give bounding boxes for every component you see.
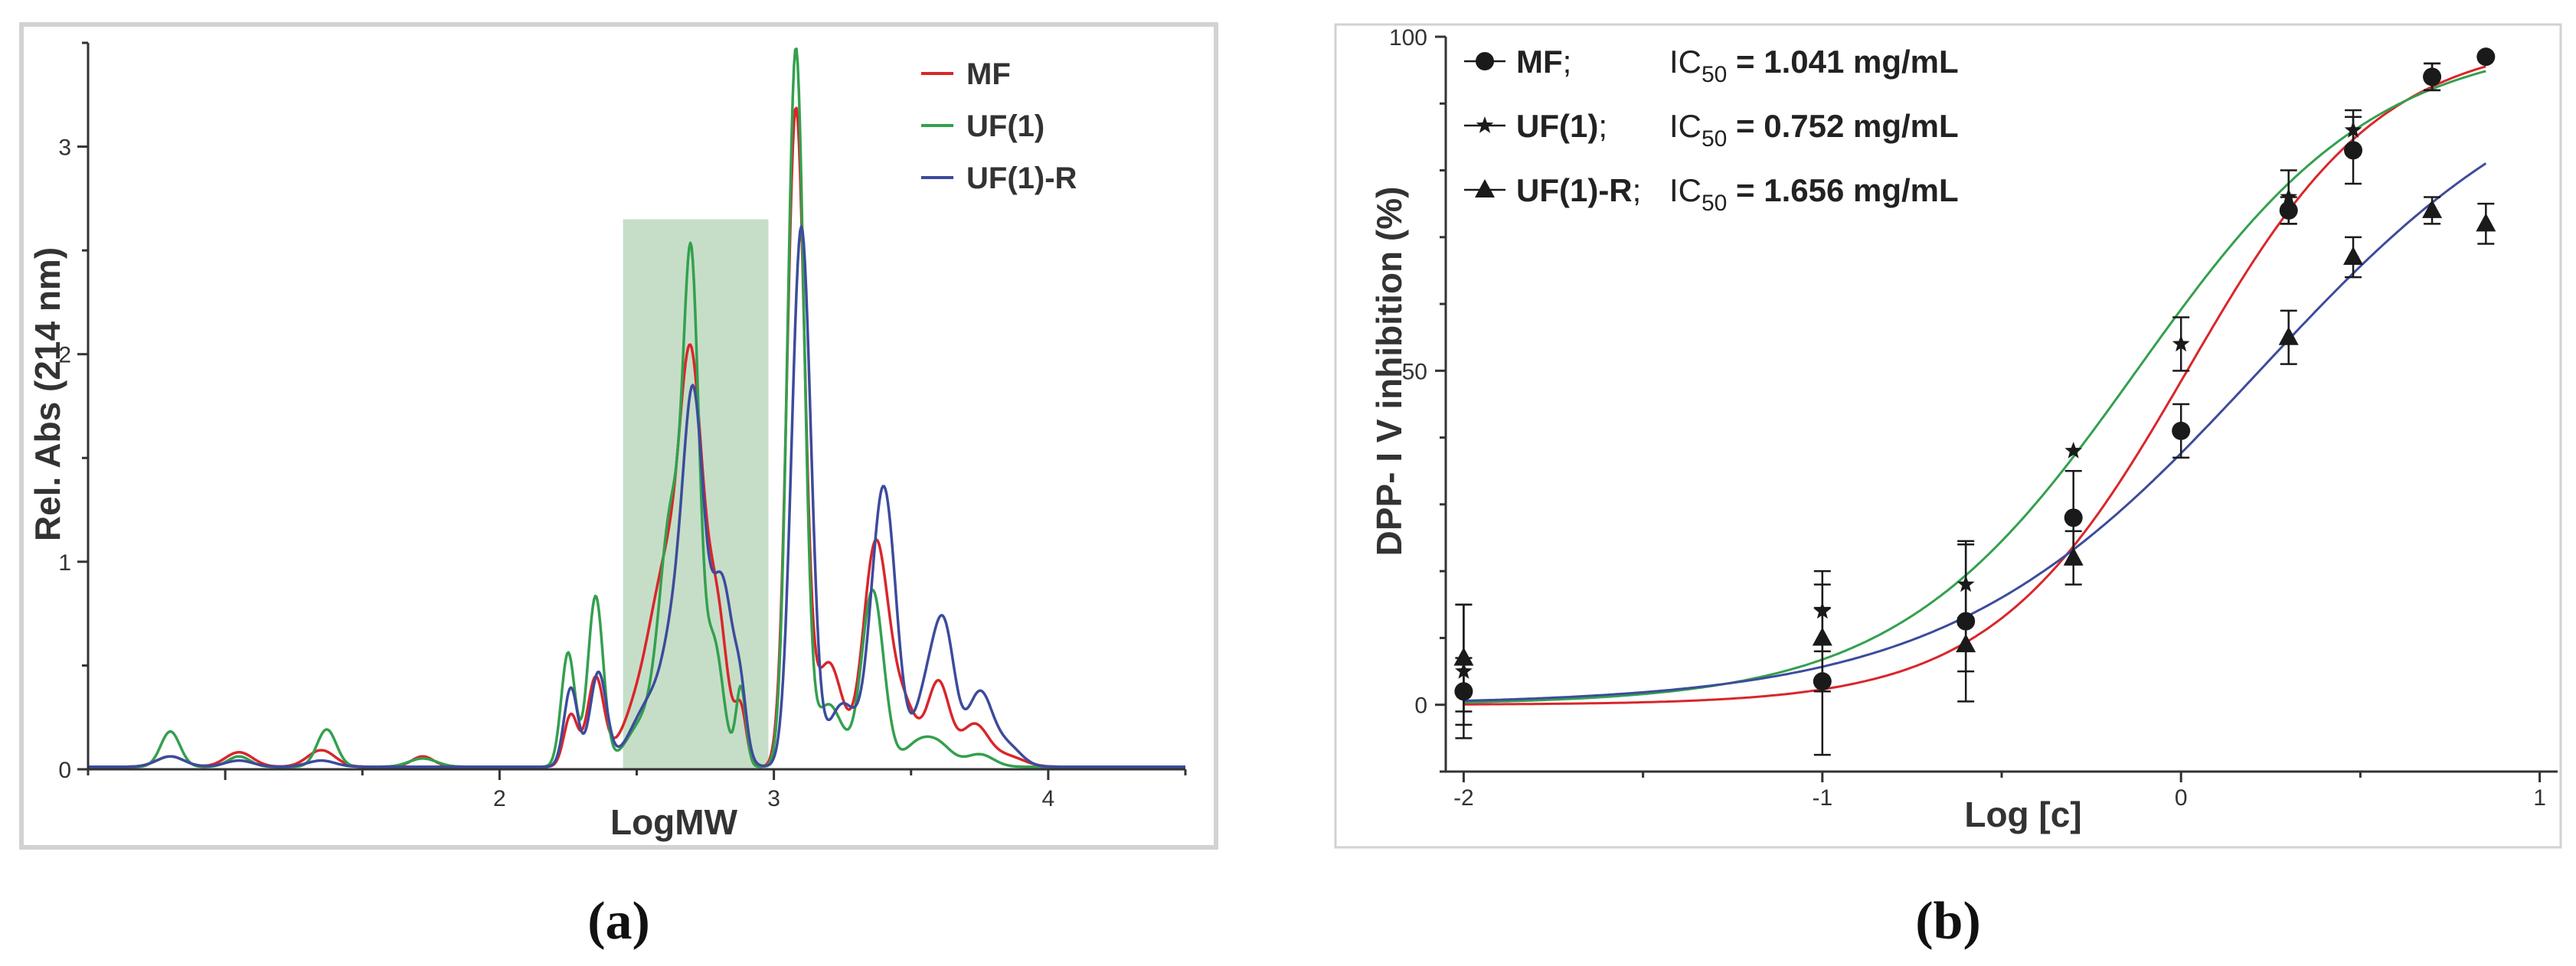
- panel-a-frame: [19, 22, 1218, 850]
- data-point-mf-: [2172, 421, 2191, 440]
- legend-marker-mf-: [1476, 52, 1494, 70]
- data-point-uf-1-r-: [2422, 199, 2443, 218]
- x-tick-label: 0: [2175, 785, 2188, 811]
- panel-a-ylabel: Rel. Abs (214 nm): [28, 247, 67, 541]
- x-tick-label: 4: [1042, 786, 1055, 811]
- y-tick-label: 3: [58, 135, 71, 161]
- y-tick-label: 0: [58, 758, 71, 783]
- legend-name-uf-1-: UF(1);: [1516, 108, 1607, 144]
- fit-curve-mf-: [1463, 65, 2486, 706]
- legend-ic50-uf-1-: IC50 = 0.752 mg/mL: [1669, 108, 1959, 152]
- data-point-uf-1-r-: [2278, 326, 2299, 345]
- data-point-uf-1-: [2172, 335, 2190, 352]
- panel-b-ylabel: DPP- I V inhibition (%): [1369, 187, 1409, 556]
- fit-curve-uf-1-r-: [1463, 162, 2487, 702]
- panel-a-caption: (a): [587, 892, 650, 951]
- x-tick-label: 1: [2533, 785, 2546, 811]
- panel-b: -2 -1 0 1 0 50 100 MF; IC50 = 1.041 mg/mL UF(1); I…: [1334, 23, 2562, 951]
- legend-marker-uf-1-: [1476, 116, 1494, 133]
- data-point-uf-1-r-: [1453, 647, 1474, 666]
- panel-b-plot: -2 -1 0 1 0 50 100 MF; IC50 = 1.041 mg/mL UF(1); I…: [1389, 25, 2558, 811]
- data-point-mf-: [2476, 47, 2496, 67]
- data-point-uf-1-: [2280, 188, 2298, 205]
- data-point-uf-1-r-: [2343, 246, 2364, 265]
- y-tick-label: 0: [1414, 693, 1427, 719]
- x-tick-label: -2: [1453, 785, 1474, 811]
- legend-label-mf: MF: [966, 57, 1011, 91]
- legend-label-uf-1-r: UF(1)-R: [966, 162, 1077, 195]
- data-point-uf-1-: [2344, 121, 2362, 138]
- data-point-uf-1-r-: [2476, 213, 2496, 232]
- panel-b-frame: [1334, 23, 2562, 849]
- data-point-uf-1-: [1957, 575, 1975, 592]
- data-point-uf-1-r-: [1812, 627, 1832, 646]
- panel-a: 2 3 4 0 1 2 3 MF UF(1) UF(1)-R LogMW Rel. Abs (21…: [19, 22, 1218, 951]
- panel-b-xlabel: Log [c]: [1964, 795, 2081, 834]
- panel-b-caption: (b): [1915, 892, 1981, 951]
- legend-ic50-uf-1-r-: IC50 = 1.656 mg/mL: [1669, 172, 1959, 216]
- panel-a-plot: 2 3 4 0 1 2 3 MF UF(1) UF(1)-R: [58, 41, 1187, 811]
- data-point-mf-: [2064, 508, 2083, 527]
- x-tick-label: -1: [1812, 785, 1832, 811]
- legend-name-mf-: MF;: [1516, 44, 1571, 80]
- y-tick-label: 1: [58, 550, 71, 576]
- fit-curve-uf-1-: [1463, 70, 2486, 704]
- x-tick-label: 2: [493, 786, 506, 811]
- data-point-uf-1-r-: [1956, 634, 1976, 653]
- y-tick-label: 100: [1389, 25, 1427, 51]
- legend-name-uf-1-r-: UF(1)-R;: [1516, 172, 1641, 208]
- x-tick-label: 3: [767, 786, 780, 811]
- y-tick-label: 2: [58, 343, 71, 368]
- data-point-uf-1-: [2423, 67, 2441, 85]
- panel-a-xlabel: LogMW: [610, 802, 738, 842]
- legend-label-uf-1-: UF(1): [966, 109, 1044, 143]
- data-point-uf-1-r-: [2063, 547, 2084, 566]
- series-line-uf-1-r: [87, 225, 1186, 769]
- data-point-uf-1-: [2064, 442, 2083, 459]
- legend-ic50-mf-: IC50 = 1.041 mg/mL: [1669, 44, 1959, 87]
- legend-marker-uf-1-r-: [1475, 179, 1495, 197]
- y-tick-label: 50: [1402, 359, 1427, 384]
